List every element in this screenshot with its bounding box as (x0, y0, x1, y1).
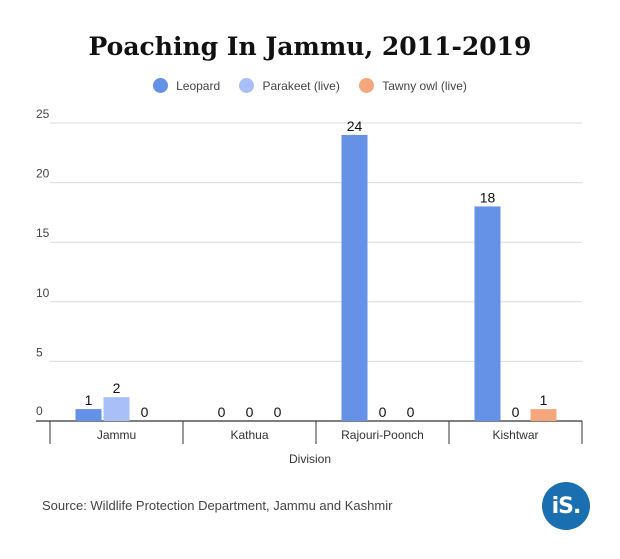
y-tick-label: 25 (36, 107, 50, 121)
y-tick-label: 20 (36, 167, 50, 181)
legend-item-parakeet[interactable]: Parakeet (live) (239, 78, 340, 93)
legend-swatch-parakeet (239, 78, 255, 93)
data-label: 0 (218, 404, 226, 420)
x-tick-label: Rajouri-Poonch (341, 428, 424, 442)
data-label: 0 (379, 404, 387, 420)
y-tick-label: 10 (36, 286, 50, 300)
bar (75, 409, 102, 421)
bar (103, 397, 130, 421)
legend-label-tawny-owl: Tawny owl (live) (382, 78, 467, 93)
data-label: 24 (347, 118, 363, 134)
x-axis-title: Division (289, 452, 331, 466)
legend-label-leopard: Leopard (176, 78, 221, 93)
legend: Leopard Parakeet (live) Tawny owl (live) (0, 78, 620, 96)
chart-title: Poaching In Jammu, 2011-2019 (88, 32, 532, 61)
data-label: 2 (113, 380, 121, 396)
data-label: 0 (512, 404, 520, 420)
y-tick-label: 15 (36, 226, 50, 240)
legend-swatch-tawny-owl (359, 78, 375, 93)
x-tick-label: Jammu (97, 428, 136, 442)
bar (341, 134, 368, 422)
y-tick-label: 0 (36, 404, 43, 418)
bar (474, 206, 501, 421)
data-label: 0 (407, 404, 415, 420)
legend-item-leopard[interactable]: Leopard (153, 78, 220, 93)
legend-swatch-leopard (153, 78, 169, 93)
data-label: 18 (480, 189, 496, 205)
x-tick-label: Kathua (230, 428, 268, 442)
data-label: 0 (246, 404, 254, 420)
legend-label-parakeet: Parakeet (live) (262, 78, 340, 93)
bar (530, 409, 557, 421)
brand-logo: iS. (542, 482, 590, 530)
legend-item-tawny-owl[interactable]: Tawny owl (live) (359, 78, 467, 93)
data-label: 0 (274, 404, 282, 420)
y-tick-label: 5 (36, 345, 43, 359)
x-tick-label: Kishtwar (492, 428, 538, 442)
data-label: 1 (540, 392, 548, 408)
data-label: 1 (85, 392, 93, 408)
data-label: 0 (141, 404, 149, 420)
source-note: Source: Wildlife Protection Department, … (42, 498, 393, 513)
